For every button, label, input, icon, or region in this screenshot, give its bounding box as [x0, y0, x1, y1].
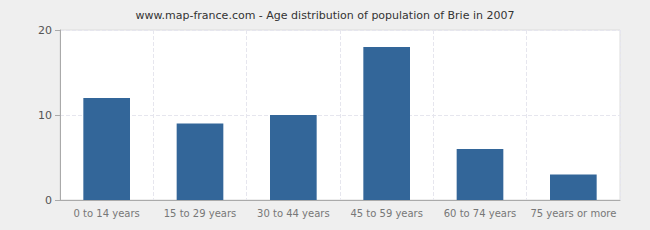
- svg-text:15 to 29 years: 15 to 29 years: [164, 208, 237, 219]
- svg-text:60 to 74 years: 60 to 74 years: [444, 208, 517, 219]
- svg-text:30 to 44 years: 30 to 44 years: [257, 208, 330, 219]
- svg-text:0: 0: [45, 194, 52, 207]
- svg-text:0 to 14 years: 0 to 14 years: [74, 208, 140, 219]
- svg-text:10: 10: [38, 109, 52, 122]
- svg-text:20: 20: [38, 24, 52, 37]
- svg-text:www.map-france.com - Age distr: www.map-france.com - Age distribution of…: [136, 9, 515, 22]
- svg-text:45 to 59 years: 45 to 59 years: [350, 208, 423, 219]
- svg-text:75 years or more: 75 years or more: [530, 208, 616, 219]
